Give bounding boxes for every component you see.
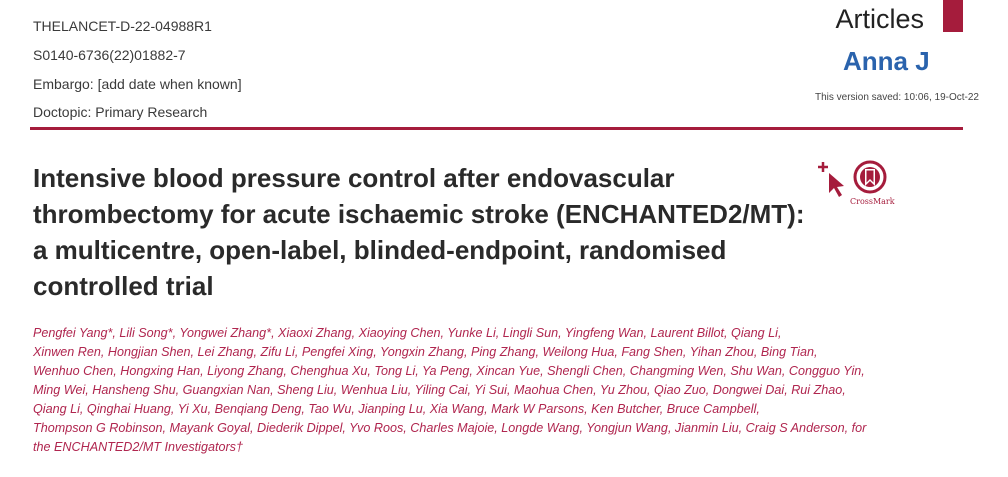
- author-list: Pengfei Yang*, Lili Song*, Yongwei Zhang…: [33, 324, 867, 457]
- author-line: Ming Wei, Hansheng Shu, Guangxian Nan, S…: [33, 383, 846, 397]
- manuscript-id: THELANCET-D-22-04988R1: [33, 18, 212, 34]
- section-label: Articles: [835, 4, 924, 34]
- header-rule: [30, 127, 963, 130]
- author-line: Wenhuo Chen, Hongxing Han, Liyong Zhang,…: [33, 364, 865, 378]
- editor-name: Anna J: [843, 46, 930, 76]
- add-cursor-icon: [818, 160, 846, 203]
- embargo: Embargo: [add date when known]: [33, 76, 242, 92]
- article-content: Intensive blood pressure control after e…: [33, 160, 867, 457]
- crossmark-label: CrossMark: [850, 197, 895, 206]
- author-line: Thompson G Robinson, Mayank Goyal, Diede…: [33, 421, 867, 435]
- article-title: Intensive blood pressure control after e…: [33, 163, 805, 301]
- crossmark-bookmark-icon: [853, 160, 887, 194]
- version-saved: This version saved: 10:06, 19-Oct-22: [815, 92, 979, 103]
- crossmark-button[interactable]: CrossMark: [850, 160, 895, 206]
- pii: S0140-6736(22)01882-7: [33, 47, 186, 63]
- author-line: the ENCHANTED2/MT Investigators†: [33, 440, 243, 454]
- author-line: Xinwen Ren, Hongjian Shen, Lei Zhang, Zi…: [33, 345, 818, 359]
- author-line: Qiang Li, Qinghai Huang, Yi Xu, Benqiang…: [33, 402, 760, 416]
- doctopic: Doctopic: Primary Research: [33, 104, 208, 120]
- section-tab-marker: [943, 0, 963, 32]
- author-line: Pengfei Yang*, Lili Song*, Yongwei Zhang…: [33, 326, 782, 340]
